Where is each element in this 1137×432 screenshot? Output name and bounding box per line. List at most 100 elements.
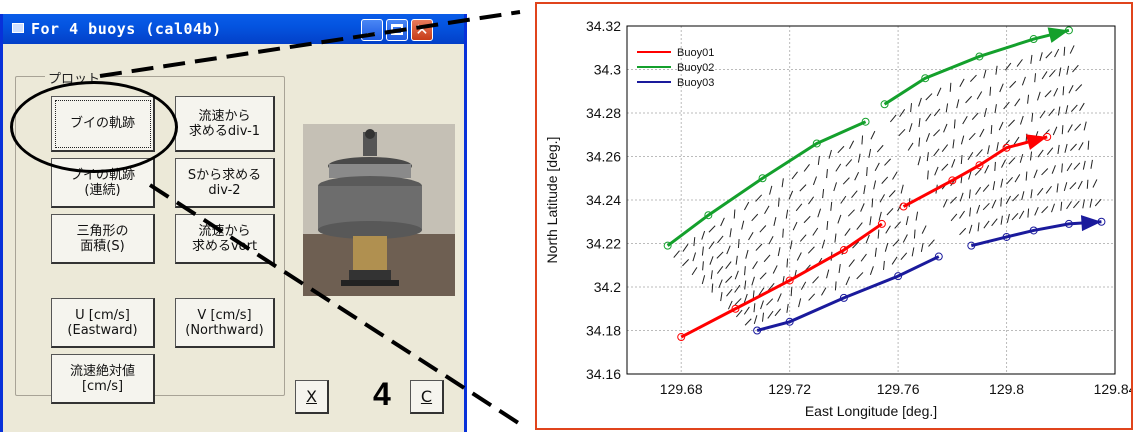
velocity-vector xyxy=(894,221,902,229)
u-eastward-button[interactable]: U [cm/s] (Eastward) xyxy=(51,298,155,348)
track-point-buoy01 xyxy=(785,276,794,285)
velocity-vector xyxy=(744,318,752,326)
velocity-vector xyxy=(1048,108,1055,117)
triangle-area-button[interactable]: 三角形の 面積(S) xyxy=(51,214,155,264)
velocity-vector xyxy=(1011,212,1019,221)
callout-line-bottom xyxy=(148,183,522,426)
velocity-vector xyxy=(1063,46,1066,56)
velocity-vector xyxy=(888,190,896,198)
velocity-vector xyxy=(741,220,745,230)
velocity-vector xyxy=(871,198,874,208)
legend-label-buoy01: Buoy01 xyxy=(677,47,714,59)
y-tick-label: 34.2 xyxy=(594,279,621,295)
track-point-buoy02 xyxy=(921,74,930,83)
velocity-vector xyxy=(758,287,765,296)
track-point-buoy03 xyxy=(894,272,903,281)
velocity-vector xyxy=(1061,163,1063,173)
track-buoy01 xyxy=(680,222,883,339)
velocity-vector xyxy=(928,239,935,247)
velocity-vector xyxy=(1033,169,1038,179)
x-button[interactable]: X xyxy=(295,380,329,414)
velocity-vector xyxy=(840,195,847,204)
velocity-vector xyxy=(1019,153,1024,163)
velocity-vector xyxy=(807,246,815,254)
velocity-vector xyxy=(709,256,714,265)
velocity-vector xyxy=(726,245,731,255)
window-title: For 4 buoys (cal04b) xyxy=(31,20,222,38)
velocity-vector xyxy=(989,86,992,96)
velocity-vector xyxy=(1021,76,1026,86)
velocity-vector xyxy=(838,264,841,274)
velocity-vector xyxy=(869,266,874,275)
track-point-buoy02 xyxy=(663,241,672,250)
velocity-vector xyxy=(835,163,842,172)
velocity-vector xyxy=(860,253,867,262)
velocity-vector xyxy=(1046,147,1054,156)
velocity-vector xyxy=(1078,142,1084,151)
velocity-vector xyxy=(860,203,865,212)
velocity-vector xyxy=(1062,86,1065,96)
velocity-vector xyxy=(847,209,855,217)
velocity-vector xyxy=(716,251,724,259)
velocity-vector xyxy=(892,171,898,180)
velocity-vector xyxy=(1089,198,1093,208)
velocity-vector xyxy=(708,225,716,233)
velocity-vector xyxy=(682,259,690,267)
velocity-vector xyxy=(763,254,771,263)
velocity-vector xyxy=(796,252,802,261)
y-tick-label: 34.26 xyxy=(586,149,621,165)
velocity-vector xyxy=(798,298,802,308)
velocity-vector xyxy=(759,272,767,280)
vort-button[interactable]: 流速から 求めるvort xyxy=(175,214,275,264)
x-tick-label: 129.72 xyxy=(768,381,811,397)
velocity-vector xyxy=(996,142,999,152)
velocity-vector xyxy=(1034,73,1037,83)
velocity-vector xyxy=(834,233,837,243)
velocity-vector xyxy=(726,288,733,297)
velocity-vector xyxy=(1027,208,1030,218)
velocity-vector xyxy=(976,204,981,214)
div1-button[interactable]: 流速から 求めるdiv-1 xyxy=(175,96,275,152)
velocity-vector xyxy=(1064,143,1068,153)
velocity-vector xyxy=(960,154,963,165)
velocity-vector xyxy=(1009,80,1017,89)
velocity-vector xyxy=(777,247,781,257)
c-button[interactable]: C xyxy=(410,380,444,414)
x-tick-label: 129.76 xyxy=(877,381,920,397)
velocity-vector xyxy=(1082,160,1086,170)
track-arrow-buoy01 xyxy=(1025,134,1048,150)
velocity-vector xyxy=(1051,165,1056,174)
velocity-vector xyxy=(821,239,826,249)
chart-panel: 129.68 129.72 129.76 129.8 129.84 34.16 34.18 3… xyxy=(535,2,1137,430)
velocity-vector xyxy=(977,222,980,232)
velocity-vector xyxy=(925,113,932,122)
track-point-buoy01 xyxy=(948,176,957,185)
velocity-vector xyxy=(1006,213,1010,223)
velocity-vector xyxy=(969,74,977,82)
velocity-vector xyxy=(857,153,861,163)
velocity-vector xyxy=(777,197,780,207)
app-icon xyxy=(12,23,24,33)
velocity-vector xyxy=(803,215,811,224)
velocity-vector xyxy=(734,270,739,280)
velocity-vector xyxy=(1086,179,1089,189)
velocity-vector xyxy=(1053,87,1059,97)
velocity-vector xyxy=(995,65,998,75)
velocity-vector xyxy=(1063,182,1068,192)
velocity-vector xyxy=(949,196,957,204)
velocity-vector xyxy=(883,260,885,270)
velocity-vector xyxy=(837,145,845,154)
abs-speed-button[interactable]: 流速絶対値 [cm/s] xyxy=(51,354,155,404)
velocity-vector xyxy=(1000,178,1004,188)
v-northward-button[interactable]: V [cm/s] (Northward) xyxy=(175,298,275,348)
velocity-vector xyxy=(788,190,794,200)
velocity-vector xyxy=(1052,126,1058,136)
velocity-vector xyxy=(942,198,948,208)
velocity-vector xyxy=(1039,52,1043,62)
velocity-vector xyxy=(974,168,982,176)
velocity-vector xyxy=(869,216,872,226)
velocity-vector xyxy=(849,140,855,149)
div2-button[interactable]: Sから求める div-2 xyxy=(175,158,275,208)
velocity-vector xyxy=(921,225,927,234)
velocity-vector xyxy=(1014,98,1021,107)
